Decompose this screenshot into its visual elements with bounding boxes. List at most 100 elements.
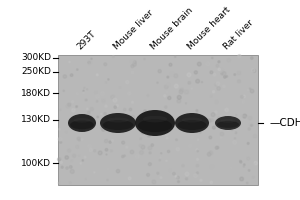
Circle shape (65, 131, 67, 133)
Circle shape (59, 128, 61, 130)
Circle shape (60, 158, 61, 159)
Circle shape (190, 115, 193, 117)
Circle shape (207, 152, 211, 156)
Ellipse shape (103, 120, 133, 130)
Circle shape (94, 91, 97, 94)
Circle shape (112, 116, 114, 119)
Circle shape (67, 104, 70, 108)
Circle shape (188, 82, 190, 84)
Circle shape (160, 157, 161, 158)
Circle shape (164, 132, 168, 136)
Circle shape (233, 140, 237, 144)
Circle shape (177, 99, 181, 103)
Circle shape (112, 56, 114, 57)
Circle shape (177, 176, 179, 179)
Circle shape (66, 167, 68, 169)
Circle shape (167, 115, 171, 118)
Circle shape (191, 136, 193, 139)
Circle shape (141, 145, 145, 149)
Circle shape (234, 132, 235, 133)
Circle shape (160, 177, 162, 179)
Circle shape (126, 81, 129, 84)
Circle shape (104, 139, 108, 143)
Circle shape (111, 95, 115, 99)
Circle shape (144, 58, 145, 60)
Circle shape (189, 144, 192, 147)
Ellipse shape (100, 113, 136, 133)
Circle shape (100, 127, 103, 129)
Circle shape (68, 103, 71, 106)
Circle shape (88, 118, 89, 120)
Circle shape (222, 119, 223, 120)
Ellipse shape (175, 113, 209, 133)
Circle shape (209, 151, 213, 155)
Circle shape (135, 74, 137, 76)
Circle shape (166, 137, 168, 139)
Circle shape (148, 163, 152, 166)
Circle shape (216, 82, 220, 85)
Circle shape (130, 150, 134, 154)
Circle shape (88, 60, 92, 63)
Circle shape (240, 177, 244, 181)
Circle shape (152, 180, 156, 184)
Circle shape (140, 150, 144, 154)
Circle shape (85, 178, 86, 180)
Circle shape (76, 69, 78, 70)
Circle shape (184, 90, 188, 94)
Circle shape (148, 146, 152, 150)
Circle shape (252, 176, 254, 178)
Circle shape (239, 59, 240, 61)
Circle shape (208, 119, 211, 122)
Circle shape (236, 115, 237, 116)
Circle shape (149, 124, 151, 125)
Circle shape (157, 82, 158, 83)
Circle shape (194, 174, 197, 178)
Circle shape (76, 106, 77, 107)
Circle shape (246, 182, 248, 184)
Circle shape (161, 153, 162, 154)
Circle shape (143, 120, 146, 123)
Circle shape (119, 87, 121, 88)
Text: Mouse liver: Mouse liver (112, 8, 155, 51)
Circle shape (124, 155, 125, 156)
Circle shape (217, 143, 218, 144)
Ellipse shape (68, 114, 96, 132)
Circle shape (76, 145, 79, 148)
Circle shape (106, 122, 107, 123)
Circle shape (217, 87, 220, 90)
Circle shape (167, 76, 169, 78)
Circle shape (248, 170, 250, 171)
Circle shape (86, 108, 88, 110)
Circle shape (139, 144, 142, 147)
Circle shape (196, 158, 199, 160)
Circle shape (60, 141, 62, 143)
Circle shape (196, 149, 198, 151)
Circle shape (104, 124, 107, 128)
Circle shape (194, 160, 196, 161)
Circle shape (66, 105, 69, 108)
Circle shape (212, 91, 215, 93)
Circle shape (243, 166, 244, 167)
Circle shape (131, 71, 134, 74)
Circle shape (84, 85, 85, 86)
Circle shape (209, 136, 212, 139)
Circle shape (89, 148, 92, 152)
Circle shape (196, 172, 199, 174)
Circle shape (58, 158, 61, 161)
Circle shape (65, 156, 68, 159)
Circle shape (160, 131, 163, 134)
Circle shape (74, 124, 77, 128)
Circle shape (250, 89, 254, 93)
Circle shape (169, 169, 171, 171)
Circle shape (60, 109, 61, 110)
Ellipse shape (135, 110, 175, 136)
Text: Mouse brain: Mouse brain (148, 5, 194, 51)
Circle shape (182, 164, 184, 167)
Text: 130KD: 130KD (21, 116, 51, 124)
Circle shape (170, 72, 174, 76)
Circle shape (197, 150, 198, 152)
Circle shape (80, 163, 82, 164)
Circle shape (254, 161, 257, 165)
Circle shape (177, 91, 180, 94)
Circle shape (74, 122, 77, 125)
